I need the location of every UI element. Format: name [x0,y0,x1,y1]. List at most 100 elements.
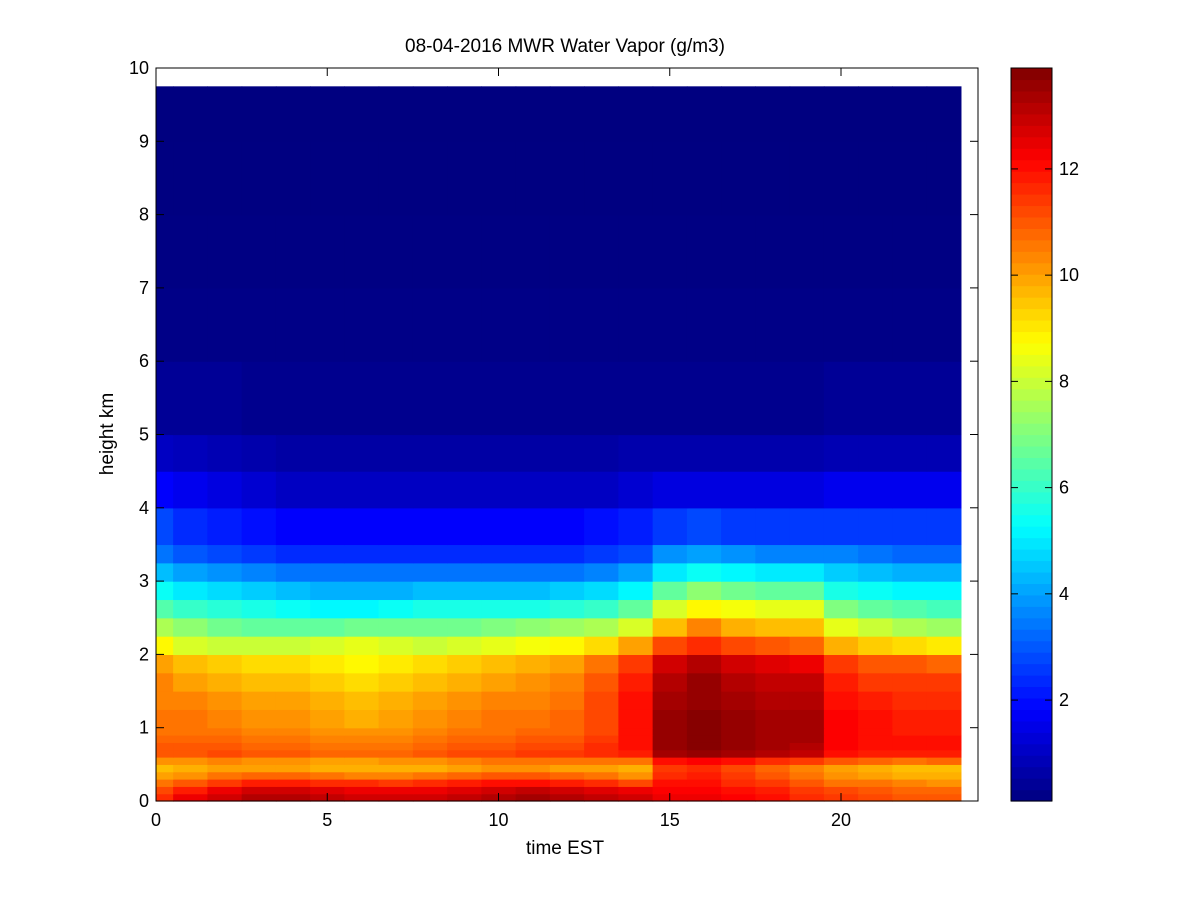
heatmap-cell [755,471,791,509]
heatmap-cell [858,757,893,765]
heatmap-cell [721,793,756,802]
heatmap-cell [789,287,825,362]
heatmap-cell [156,562,174,582]
heatmap-cell [241,779,277,787]
heatmap-cell [721,742,756,751]
heatmap-cell [156,599,174,619]
heatmap-cell [412,287,448,362]
heatmap-cell [858,544,893,564]
heatmap-cell [721,735,756,743]
colorbar-strip [1011,503,1052,516]
heatmap-cell [549,581,585,601]
heatmap-cell [892,86,928,142]
heatmap-cell [310,735,345,743]
colorbar-strip [1011,755,1052,768]
heatmap-cell [584,141,619,216]
heatmap-cell [584,757,619,765]
heatmap-cell [652,544,688,564]
colorbar-strip [1011,423,1052,436]
heatmap-cell [275,672,311,692]
heatmap-cell [207,654,243,674]
colorbar-strip [1011,377,1052,390]
heatmap-cell [310,361,345,436]
heatmap-cell [721,141,756,216]
heatmap-cell [755,617,791,637]
heatmap-cell [858,749,893,758]
heatmap-cell [823,764,859,773]
x-tick-label: 5 [322,810,332,830]
heatmap-cell [173,654,208,674]
colorbar-strip [1011,732,1052,745]
heatmap-cell [481,287,517,362]
colorbar-tick-label: 2 [1059,690,1069,710]
heatmap-cell [926,764,962,773]
heatmap-cell [515,617,551,637]
heatmap-cell [207,141,243,216]
heatmap-cell [310,562,345,582]
heatmap-cell [275,793,311,802]
heatmap-cell [412,779,448,787]
heatmap-cell [721,636,756,655]
heatmap-cell [858,786,893,795]
heatmap-cell [858,709,893,729]
heatmap-cell [412,562,448,582]
colorbar-strip [1011,629,1052,642]
heatmap-cell [447,141,482,216]
heatmap-cell [789,672,825,692]
heatmap-cell [481,617,517,637]
heatmap-cell [156,361,174,436]
colorbar-strip [1011,675,1052,688]
heatmap-cell [549,214,585,289]
heatmap-cell [515,735,551,743]
heatmap-cell [241,617,277,637]
heatmap-cell [789,654,825,674]
colorbar-tick-labels: 2 4 6 8 10 12 [1059,159,1079,710]
heatmap-cell [755,214,791,289]
heatmap-cell [310,727,345,736]
heatmap-cell [481,581,517,601]
heatmap-cell [892,793,928,802]
heatmap-cell [481,654,517,674]
heatmap-cell [378,793,414,802]
heatmap-cell [858,471,893,509]
colorbar-strip [1011,709,1052,722]
heatmap-cell [686,86,722,142]
colorbar-strip [1011,205,1052,218]
heatmap-cell [447,757,482,765]
heatmap-cell [686,361,722,436]
heatmap-cell [173,709,208,729]
heatmap-cell [549,654,585,674]
heatmap-cell [823,691,859,710]
heatmap-cell [549,141,585,216]
heatmap-cell [686,727,722,736]
heatmap-cell [858,691,893,710]
heatmap-cell [447,691,482,710]
heatmap-cell [275,287,311,362]
heatmap-cell [721,434,756,472]
x-axis-label: time EST [526,838,605,859]
heatmap-cell [618,735,654,743]
heatmap-cell [412,786,448,795]
heatmap-cell [892,779,928,787]
heatmap-cell [207,793,243,802]
heatmap-cell [823,636,859,655]
heatmap-cell [926,141,962,216]
heatmap-cell [892,214,928,289]
heatmap-cell [207,544,243,564]
heatmap-cell [207,599,243,619]
heatmap-cell [686,709,722,729]
heatmap-cell [686,287,722,362]
heatmap-cell [275,617,311,637]
heatmap-cell [652,636,688,655]
heatmap-cell [549,599,585,619]
heatmap-cell [823,771,859,780]
heatmap-cell [892,749,928,758]
y-tick-labels: 0 1 2 3 4 5 6 7 8 9 10 [129,58,149,811]
heatmap-cell [892,786,928,795]
heatmap-cell [721,599,756,619]
heatmap-cell [241,709,277,729]
heatmap-cell [823,749,859,758]
heatmap-cell [686,214,722,289]
colorbar-strip [1011,365,1052,378]
heatmap-cell [275,214,311,289]
